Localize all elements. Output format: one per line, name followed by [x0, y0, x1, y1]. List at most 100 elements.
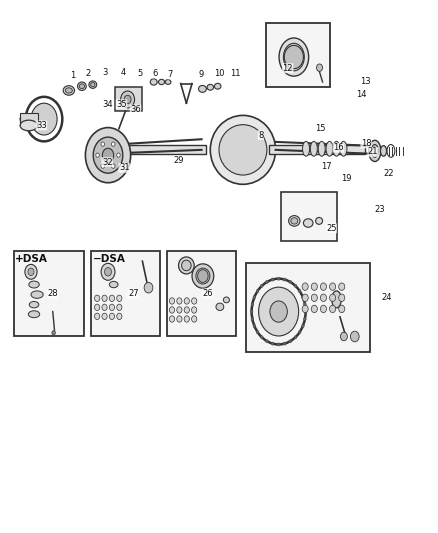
Ellipse shape [179, 257, 194, 274]
Ellipse shape [29, 281, 39, 288]
Circle shape [271, 342, 274, 345]
Circle shape [339, 294, 345, 302]
Circle shape [261, 336, 263, 339]
Circle shape [95, 295, 100, 302]
Text: 13: 13 [360, 77, 371, 86]
Text: 28: 28 [47, 289, 58, 298]
Text: 9: 9 [199, 70, 204, 79]
Circle shape [321, 283, 326, 290]
Circle shape [144, 282, 153, 293]
Text: 16: 16 [333, 143, 343, 152]
Text: 32: 32 [102, 158, 113, 166]
Circle shape [95, 313, 100, 319]
Bar [88, 144, 206, 154]
Circle shape [110, 304, 115, 311]
Circle shape [191, 307, 197, 313]
Text: 18: 18 [361, 139, 371, 148]
Circle shape [261, 284, 263, 287]
Ellipse shape [291, 217, 298, 224]
Bar [91, 251, 160, 336]
Circle shape [256, 330, 259, 334]
Circle shape [177, 307, 182, 313]
Circle shape [350, 331, 359, 342]
Circle shape [311, 283, 318, 290]
Circle shape [329, 283, 336, 290]
Text: 1: 1 [71, 71, 76, 80]
Text: 21: 21 [368, 148, 378, 157]
Circle shape [198, 270, 208, 282]
Circle shape [270, 301, 287, 322]
Ellipse shape [31, 291, 43, 298]
Text: 5: 5 [137, 69, 142, 78]
Circle shape [101, 142, 105, 146]
Bar [20, 113, 38, 125]
Circle shape [191, 316, 197, 322]
Text: 12: 12 [283, 64, 293, 72]
Circle shape [302, 305, 308, 313]
Ellipse shape [219, 125, 267, 175]
Circle shape [52, 330, 55, 335]
Circle shape [265, 340, 268, 343]
Circle shape [277, 277, 280, 280]
Circle shape [170, 298, 175, 304]
Text: 2: 2 [86, 69, 91, 78]
Ellipse shape [303, 141, 310, 156]
Ellipse shape [159, 79, 165, 85]
Circle shape [177, 298, 182, 304]
Circle shape [311, 294, 318, 302]
Text: 26: 26 [202, 289, 212, 298]
Circle shape [184, 298, 189, 304]
Circle shape [85, 127, 131, 183]
Circle shape [340, 332, 347, 341]
Circle shape [253, 296, 256, 299]
Ellipse shape [210, 115, 276, 184]
Text: 33: 33 [36, 121, 47, 130]
Circle shape [265, 280, 268, 284]
Bar [116, 87, 141, 111]
Ellipse shape [283, 43, 304, 71]
Ellipse shape [381, 146, 387, 156]
Ellipse shape [304, 219, 313, 227]
Ellipse shape [311, 141, 318, 156]
Ellipse shape [79, 84, 85, 88]
Text: 24: 24 [382, 293, 392, 302]
Circle shape [117, 295, 122, 302]
Circle shape [317, 64, 322, 71]
Circle shape [96, 153, 99, 157]
Ellipse shape [289, 216, 300, 226]
Text: 15: 15 [316, 124, 326, 133]
Ellipse shape [371, 144, 378, 157]
Bar [281, 192, 336, 241]
Circle shape [298, 289, 301, 293]
Circle shape [302, 294, 308, 302]
Circle shape [289, 280, 292, 284]
Circle shape [28, 268, 34, 276]
Text: 34: 34 [102, 100, 113, 109]
Ellipse shape [150, 79, 157, 85]
Ellipse shape [198, 85, 206, 92]
Circle shape [117, 153, 120, 157]
Bar [269, 144, 365, 154]
Text: 17: 17 [321, 163, 332, 171]
Circle shape [117, 313, 122, 319]
Text: 36: 36 [130, 105, 141, 114]
Circle shape [321, 294, 326, 302]
Ellipse shape [29, 302, 39, 308]
Text: 14: 14 [356, 90, 366, 99]
Text: 11: 11 [230, 69, 241, 78]
Circle shape [170, 307, 175, 313]
Ellipse shape [326, 141, 333, 156]
Circle shape [31, 103, 57, 135]
Ellipse shape [216, 303, 224, 311]
Ellipse shape [332, 291, 341, 308]
Ellipse shape [279, 38, 309, 76]
Ellipse shape [196, 268, 210, 284]
Ellipse shape [91, 83, 95, 87]
Circle shape [304, 303, 306, 306]
Circle shape [105, 268, 112, 276]
Text: 8: 8 [258, 131, 264, 140]
Text: 35: 35 [116, 100, 127, 109]
Ellipse shape [65, 88, 72, 93]
Circle shape [170, 316, 175, 322]
Text: 6: 6 [152, 69, 158, 78]
